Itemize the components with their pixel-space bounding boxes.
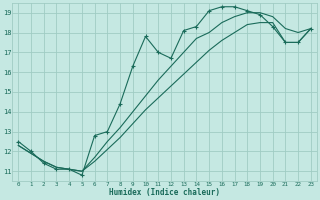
X-axis label: Humidex (Indice chaleur): Humidex (Indice chaleur): [109, 188, 220, 197]
